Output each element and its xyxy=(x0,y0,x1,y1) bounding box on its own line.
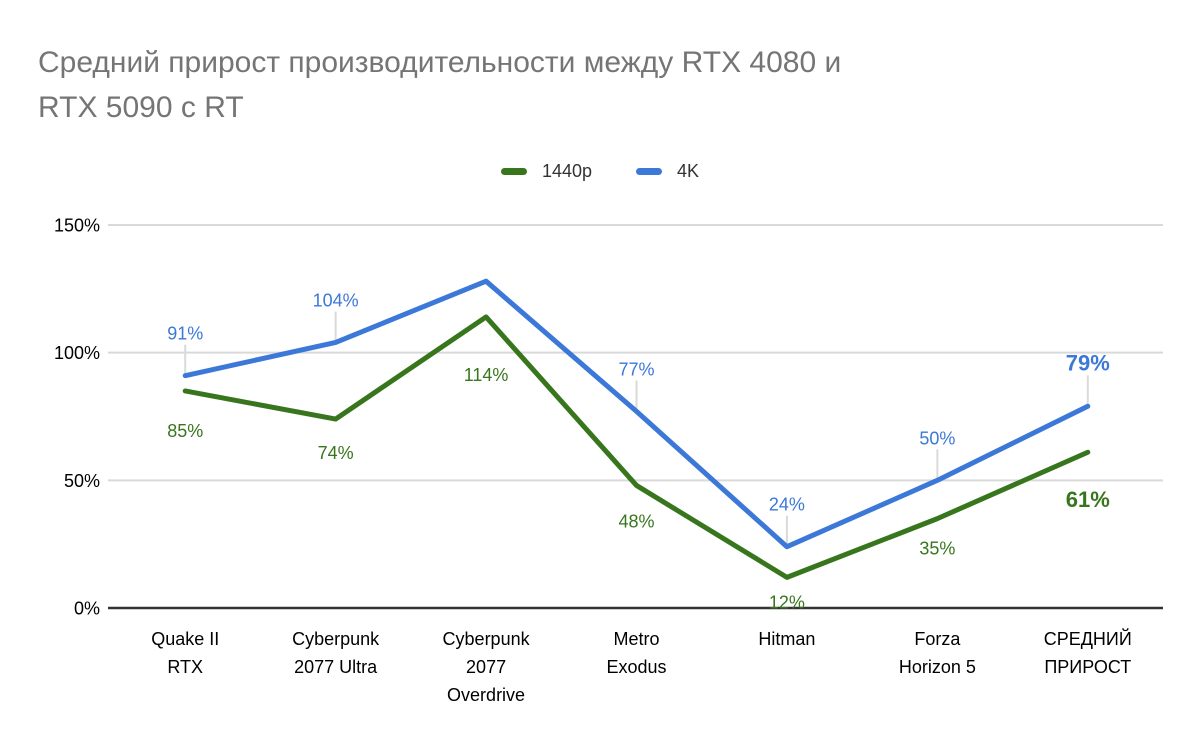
data-label-1440p: 74% xyxy=(318,443,354,463)
x-category-label: RTX xyxy=(167,657,203,677)
data-label-1440p: 61% xyxy=(1066,487,1110,512)
y-tick-label: 50% xyxy=(64,471,100,491)
x-category-label: Forza xyxy=(914,629,961,649)
legend-swatch-1440p-icon xyxy=(500,167,527,175)
legend-label-4k: 4K xyxy=(677,160,700,181)
data-label-1440p: 48% xyxy=(618,511,654,531)
x-category-label: Metro xyxy=(613,629,659,649)
data-label-1440p: 35% xyxy=(919,539,955,559)
y-tick-label: 0% xyxy=(74,599,100,619)
data-label-4K: 91% xyxy=(167,324,203,344)
data-label-1440p: 114% xyxy=(464,365,509,385)
x-category-label: Exodus xyxy=(606,657,666,677)
data-label-4K: 79% xyxy=(1066,350,1110,375)
series-line-4K xyxy=(182,278,1091,550)
x-category-label: ПРИРОСТ xyxy=(1044,657,1131,677)
y-tick-label: 100% xyxy=(54,343,100,363)
data-label-1440p: 85% xyxy=(167,421,203,441)
x-category-label: 2077 xyxy=(466,657,506,677)
x-category-label: Overdrive xyxy=(447,685,525,705)
x-category-label: СРЕДНИЙ xyxy=(1044,628,1132,649)
x-category-label: Quake II xyxy=(151,629,219,649)
legend-item-4k[interactable]: 4K xyxy=(636,161,699,182)
series-line-1440p xyxy=(182,314,1091,580)
x-category-label: Hitman xyxy=(758,629,815,649)
x-category-label: Cyberpunk xyxy=(443,629,531,649)
chart-legend: 1440p 4K xyxy=(0,157,1200,185)
page-title-line-1: Средний прирост производительности между… xyxy=(38,46,842,79)
page-title-line-2: RTX 5090 с RT xyxy=(38,91,244,124)
legend-item-1440p[interactable]: 1440p xyxy=(500,160,593,182)
y-tick-label: 150% xyxy=(54,216,100,236)
legend-label-1440p: 1440p xyxy=(541,160,593,181)
page-title: Средний прирост производительности между… xyxy=(38,40,1168,130)
data-label-4K: 104% xyxy=(313,290,359,310)
x-category-label: 2077 Ultra xyxy=(294,657,378,677)
legend-swatch-4k-icon xyxy=(636,167,663,175)
data-label-1440p: 12% xyxy=(769,592,805,612)
data-label-4K: 77% xyxy=(618,359,654,379)
data-label-4K: 24% xyxy=(769,495,805,515)
x-category-label: Cyberpunk xyxy=(292,629,380,649)
data-label-4K: 50% xyxy=(919,428,955,448)
x-category-label: Horizon 5 xyxy=(899,657,976,677)
